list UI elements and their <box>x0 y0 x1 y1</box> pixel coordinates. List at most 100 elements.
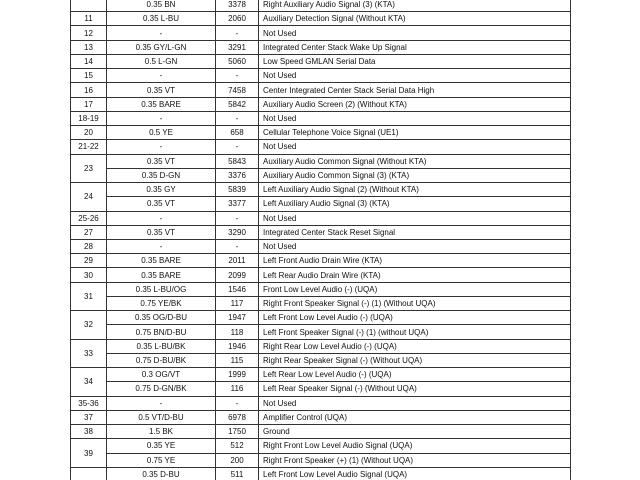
table-row: 13 0.35 GY/L-GN 3291 Integrated Center Stac… <box>70 39 571 55</box>
pin-cell: 12 <box>70 25 107 41</box>
table-row: 30 0.35 BARE 2099 Left Rear Audio Drain Wir… <box>70 267 571 283</box>
wire-cell: - <box>106 238 216 255</box>
function-cell: Not Used <box>258 139 571 155</box>
wire-cell: 0.75 D-BU/BK <box>106 352 216 369</box>
function-cell: Amplifier Control (UQA) <box>258 409 571 426</box>
table-row: 16 0.35 VT 7458 Center Integrated Center St… <box>70 82 571 98</box>
table-row: 17 0.35 BARE 5842 Auxiliary Audio Screen (2… <box>70 96 571 112</box>
wire-cell: 0.35 L-BU <box>106 11 216 27</box>
table-row: 12- - Not Used <box>70 25 571 41</box>
table-row: 20 0.5 YE 658 Cellular Telephone Voice Sign… <box>70 125 571 141</box>
function-cell: Right Rear Speaker Signal (-) (Without U… <box>258 352 571 369</box>
circuit-cell: 5843 <box>215 153 259 169</box>
pin-cell: 28 <box>70 238 107 255</box>
function-cell: Not Used <box>258 25 571 41</box>
function-cell: Left Auxiliary Audio Signal (3) (KTA) <box>258 196 571 212</box>
pinout-table: 0.35 BN 3378 Right Auxiliary Audio Signal … <box>70 0 571 480</box>
wire-cell: 1.5 BK <box>106 424 216 440</box>
table-row: 37 0.5 VT/D-BU 6978 Amplifier Control (UQA) <box>70 409 571 426</box>
wire-cell: 0.75 YE <box>106 452 216 468</box>
wire-cell: 0.35 VT <box>106 196 216 212</box>
pin-cell: 18-19 <box>70 110 107 127</box>
function-cell: Left Front Audio Drain Wire (KTA) <box>258 253 571 269</box>
function-cell: Auxiliary Detection Signal (Without KTA) <box>258 11 571 27</box>
pin-cell: 11 <box>70 11 107 27</box>
table-row: 32 0.35 OG/D-BU 1947 Left Front Low Level A… <box>70 310 571 340</box>
table-row: 18-19- - Not Used <box>70 110 571 127</box>
pin-cell: 17 <box>70 96 107 112</box>
table-row: 39 0.35 YE 512 Right Front Low Level Audio … <box>70 438 571 468</box>
function-cell: Center Integrated Center Stack Serial Da… <box>258 82 571 98</box>
circuit-cell: 1750 <box>215 424 259 440</box>
table-row: 35-36- - Not Used <box>70 395 571 411</box>
table-row: 23 0.35 VT 5843 Auxiliary Audio Common Sign… <box>70 153 571 184</box>
function-cell: Not Used <box>258 68 571 84</box>
pin-cell: 39 <box>70 438 107 468</box>
table-row: 29 0.35 BARE 2011 Left Front Audio Drain Wi… <box>70 253 571 269</box>
function-cell: Left Rear Low Level Audio (-) (UQA) <box>258 367 571 383</box>
pin-cell: 21-22 <box>70 139 107 155</box>
wire-cell: - <box>106 395 216 411</box>
table-row: 34 0.3 OG/VT 1999 Left Rear Low Level Audio… <box>70 367 571 397</box>
wire-cell: - <box>106 110 216 127</box>
table-row: 0.35 BN 3378 Right Auxiliary Audio Signal … <box>70 0 571 13</box>
circuit-cell: 2011 <box>215 253 259 269</box>
circuit-cell: 5842 <box>215 96 259 112</box>
wire-cell: 0.35 GY/L-GN <box>106 39 216 55</box>
pin-cell: 31 <box>70 281 107 312</box>
circuit-cell: 3376 <box>215 167 259 184</box>
circuit-cell: 1947 <box>215 310 259 326</box>
wire-cell: 0.5 L-GN <box>106 53 216 70</box>
function-cell: Low Speed GMLAN Serial Data <box>258 53 571 70</box>
wire-cell: 0.35 VT <box>106 153 216 169</box>
function-cell: Not Used <box>258 238 571 255</box>
wire-cell: 0.35 BARE <box>106 267 216 283</box>
pin-cell <box>70 0 107 13</box>
circuit-cell: - <box>215 68 259 84</box>
wire-cell: 0.35 VT <box>106 224 216 240</box>
pin-cell: 33 <box>70 338 107 369</box>
pin-cell: 30 <box>70 267 107 283</box>
wire-cell: - <box>106 25 216 41</box>
circuit-cell: - <box>215 210 259 226</box>
pin-cell: 16 <box>70 82 107 98</box>
wire-cell: 0.35 D-GN <box>106 167 216 184</box>
circuit-cell: 200 <box>215 452 259 468</box>
wire-cell: - <box>106 68 216 84</box>
pin-cell: 37 <box>70 409 107 426</box>
pin-cell: 24 <box>70 182 107 212</box>
function-cell: Left Rear Speaker Signal (-) (Without UQ… <box>258 381 571 397</box>
wire-cell: - <box>106 210 216 226</box>
circuit-cell: 511 <box>215 466 259 480</box>
wire-cell: 0.3 OG/VT <box>106 367 216 383</box>
wire-cell: 0.5 YE <box>106 125 216 141</box>
function-cell: Left Front Low Level Audio Signal (UQA) <box>258 466 571 480</box>
circuit-cell: 116 <box>215 381 259 397</box>
circuit-cell: 3290 <box>215 224 259 240</box>
table-row: 0.75 YE 200 Right Front Speaker (+) (1) (W… <box>71 452 571 468</box>
table-row: 27 0.35 VT 3290 Integrated Center Stack Res… <box>70 224 571 240</box>
table-row: 25-26- - Not Used <box>70 210 571 226</box>
circuit-cell: 3378 <box>215 0 259 13</box>
circuit-cell: 1999 <box>215 367 259 383</box>
function-cell: Integrated Center Stack Reset Signal <box>258 224 571 240</box>
wire-cell: 0.35 L-BU/OG <box>106 281 216 297</box>
circuit-cell: 3377 <box>215 196 259 212</box>
table-row: 0.75 YE/BK 117 Right Front Speaker Signal … <box>71 295 571 312</box>
table-row: 0.75 BN/D-BU 118 Left Front Speaker Signal… <box>71 324 571 340</box>
function-cell: Left Front Speaker Signal (-) (1) (witho… <box>258 324 571 340</box>
circuit-cell: 2060 <box>215 11 259 27</box>
table-row: 31 0.35 L-BU/OG 1546 Front Low Level Audio … <box>70 281 571 312</box>
pin-cell: 15 <box>70 68 107 84</box>
wire-cell: 0.35 BN <box>106 0 216 13</box>
wire-cell: 0.35 BARE <box>106 96 216 112</box>
circuit-cell: 115 <box>215 352 259 369</box>
function-cell: Left Front Low Level Audio (-) (UQA) <box>258 310 571 326</box>
function-cell: Integrated Center Stack Wake Up Signal <box>258 39 571 55</box>
function-cell: Right Front Low Level Audio Signal (UQA) <box>258 438 571 454</box>
table-row: 0.35 D-GN 3376 Auxiliary Audio Common Sign… <box>71 167 571 184</box>
table-row: 28- - Not Used <box>70 238 571 255</box>
table-row: 11 0.35 L-BU 2060 Auxiliary Detection Signa… <box>70 11 571 27</box>
pin-cell: 14 <box>70 53 107 70</box>
wire-cell: 0.35 YE <box>106 438 216 454</box>
